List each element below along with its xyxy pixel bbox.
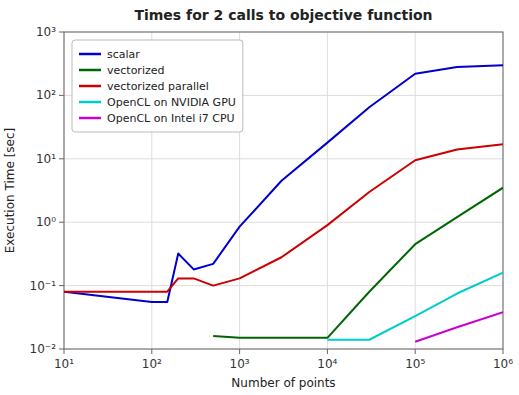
- tick: [59, 32, 64, 33]
- grid-line: [64, 285, 503, 286]
- tick: [59, 285, 64, 286]
- legend-swatch: [79, 69, 101, 72]
- tick: [59, 349, 64, 350]
- grid: [64, 32, 503, 349]
- grid-line: [327, 32, 328, 349]
- tick: [59, 222, 64, 223]
- tick-label: 10¹: [36, 152, 56, 166]
- tick: [327, 349, 328, 354]
- y-axis-label: Execution Time [sec]: [3, 128, 17, 253]
- tick-label: 10⁰: [36, 215, 56, 229]
- series-line: [64, 144, 503, 292]
- title: Times for 2 calls to objective function: [134, 7, 432, 23]
- axes: 10¹ 10² 10³ 10⁴ 10⁵ 10⁶ 10⁻² 10⁻¹ 10⁰ 10¹ 10² 10³: [30, 25, 514, 371]
- legend: scalar vectorized vectorized parallel OpenC…: [72, 40, 243, 132]
- tick: [64, 349, 65, 354]
- plot-area: [64, 32, 503, 349]
- series-line: [64, 65, 503, 302]
- series-line: [415, 312, 503, 342]
- series-lines: [64, 65, 503, 342]
- legend-label: scalar: [107, 48, 140, 61]
- tick: [59, 158, 64, 159]
- chart: 10¹ 10² 10³ 10⁴ 10⁵ 10⁶ 10⁻² 10⁻¹ 10⁰ 10¹ 10² 10³ Ti…: [0, 0, 519, 395]
- tick: [503, 349, 504, 354]
- series-line: [327, 273, 503, 340]
- legend-box: [72, 40, 243, 132]
- legend-label: vectorized: [107, 64, 164, 77]
- tick: [415, 349, 416, 354]
- series-line: [213, 188, 503, 338]
- tick-label: 10⁴: [317, 357, 337, 371]
- tick-label: 10³: [36, 25, 56, 39]
- tick-label: 10⁶: [493, 357, 513, 371]
- legend-swatch: [79, 85, 101, 88]
- legend-swatch: [79, 117, 101, 120]
- tick: [239, 349, 240, 354]
- tick-label: 10⁵: [405, 357, 425, 371]
- legend-label: vectorized parallel: [107, 80, 209, 93]
- grid-line: [64, 222, 503, 223]
- legend-label: OpenCL on NVIDIA GPU: [107, 96, 236, 109]
- tick-label: 10²: [36, 88, 56, 102]
- legend-label: OpenCL on Intel i7 CPU: [107, 112, 235, 125]
- tick-label: 10²: [142, 357, 162, 371]
- plot-frame: [64, 32, 503, 349]
- legend-swatch: [79, 53, 101, 56]
- tick-label: 10⁻²: [30, 342, 57, 356]
- grid-line: [64, 158, 503, 159]
- tick-label: 10¹: [54, 357, 74, 371]
- grid-line: [415, 32, 416, 349]
- tick-label: 10⁻¹: [30, 279, 57, 293]
- tick: [59, 95, 64, 96]
- tick-label: 10³: [230, 357, 250, 371]
- background: [0, 0, 519, 395]
- legend-swatch: [79, 101, 101, 104]
- tick: [151, 349, 152, 354]
- x-axis-label: Number of points: [231, 376, 335, 390]
